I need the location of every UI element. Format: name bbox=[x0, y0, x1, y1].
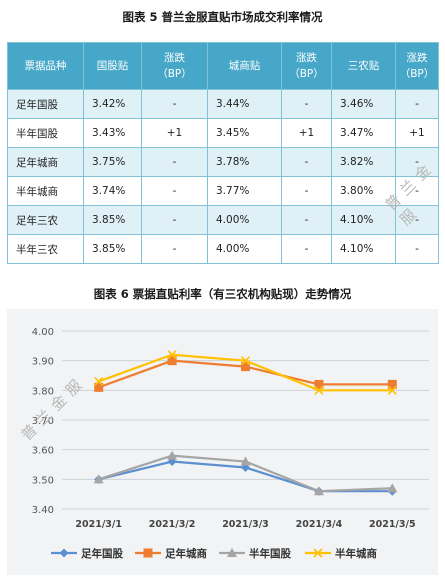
table-cell: 3.77% bbox=[207, 176, 282, 206]
table-cell: +1 bbox=[395, 118, 439, 148]
data-point bbox=[387, 385, 397, 395]
table-header-cell: 三农贴 bbox=[331, 42, 396, 90]
table-cell: - bbox=[141, 176, 208, 206]
y-tick-label: 4.00 bbox=[32, 327, 54, 338]
y-tick-label: 3.50 bbox=[32, 475, 54, 486]
row-label: 足年城商 bbox=[7, 147, 84, 177]
table-row: 足年国股 3.42% -3.44% -3.46% - bbox=[7, 89, 439, 119]
table-row: 半年国股 3.43% +1 3.45% +1 3.47% +1 bbox=[7, 118, 439, 148]
table-header-cell: 城商贴 bbox=[207, 42, 282, 90]
y-tick-label: 3.90 bbox=[32, 357, 54, 368]
row-label: 半年国股 bbox=[7, 118, 84, 148]
x-tick-label: 2021/3/3 bbox=[222, 519, 269, 530]
table-cell: 3.78% bbox=[207, 147, 282, 177]
table-cell: - bbox=[395, 89, 439, 119]
x-tick-label: 2021/3/2 bbox=[149, 519, 196, 530]
x-tick-label: 2021/3/5 bbox=[369, 519, 416, 530]
row-label: 足年国股 bbox=[7, 89, 84, 119]
legend-label: 足年国股 bbox=[81, 547, 123, 560]
table-cell: 3.85% bbox=[83, 205, 142, 235]
table-cell: 3.46% bbox=[331, 89, 396, 119]
data-point bbox=[314, 379, 324, 389]
table-header-cell: 涨跌 （BP） bbox=[141, 42, 208, 90]
table-cell: +1 bbox=[281, 118, 332, 148]
table-row: 足年三农 3.85% -4.00% -4.10% - bbox=[7, 205, 439, 235]
data-point bbox=[167, 350, 177, 360]
table-cell: - bbox=[141, 89, 208, 119]
table-cell: 3.75% bbox=[83, 147, 142, 177]
row-label: 半年三农 bbox=[7, 234, 84, 264]
y-tick-label: 3.40 bbox=[32, 505, 54, 516]
table-row: 半年城商 3.74% -3.77% -3.80% - bbox=[7, 176, 439, 206]
table-cell: - bbox=[281, 176, 332, 206]
data-point bbox=[314, 385, 324, 395]
legend-marker bbox=[143, 548, 153, 558]
table-cell: - bbox=[281, 234, 332, 264]
table-cell: 3.82% bbox=[331, 147, 396, 177]
table-cell: 3.45% bbox=[207, 118, 282, 148]
table-cell: +1 bbox=[141, 118, 208, 148]
table-header-cell: 涨跌 （BP） bbox=[395, 42, 439, 90]
data-point bbox=[387, 379, 397, 389]
table-cell: - bbox=[141, 147, 208, 177]
x-tick-label: 2021/3/1 bbox=[75, 519, 122, 530]
table-cell: 3.74% bbox=[83, 176, 142, 206]
legend-label: 足年城商 bbox=[165, 547, 207, 560]
table-cell: 4.10% bbox=[331, 205, 396, 235]
row-label: 足年三农 bbox=[7, 205, 84, 235]
table-cell: 3.44% bbox=[207, 89, 282, 119]
table-cell: - bbox=[141, 205, 208, 235]
table-header-row: 票据品种 国股贴 涨跌 （BP） 城商贴 涨跌 （BP） 三农贴 涨跌 （BP） bbox=[7, 42, 439, 90]
table-body: 足年国股 3.42% -3.44% -3.46% - 半年国股 3.43% +1 3.45% +1… bbox=[7, 89, 439, 264]
table-cell: 4.00% bbox=[207, 234, 282, 264]
data-point bbox=[94, 376, 104, 386]
table-cell: 3.85% bbox=[83, 234, 142, 264]
table-cell: - bbox=[395, 205, 439, 235]
table-cell: 3.43% bbox=[83, 118, 142, 148]
table-cell: - bbox=[395, 147, 439, 177]
table-cell: 3.47% bbox=[331, 118, 396, 148]
legend-marker bbox=[227, 548, 237, 557]
table-header-cell: 涨跌 （BP） bbox=[281, 42, 332, 90]
table-caption: 图表 5 普兰金服直贴市场成交利率情况 bbox=[122, 10, 323, 24]
table-row: 足年城商 3.75% -3.78% -3.82% - bbox=[7, 147, 439, 177]
data-point bbox=[94, 382, 104, 392]
data-point bbox=[241, 362, 250, 372]
table-cell: - bbox=[141, 234, 208, 264]
data-point bbox=[167, 450, 178, 460]
rate-table: 票据品种 国股贴 涨跌 （BP） 城商贴 涨跌 （BP） 三农贴 涨跌 （BP） 足年国股 3.42… bbox=[7, 42, 439, 264]
table-cell: - bbox=[281, 205, 332, 235]
chart-caption: 图表 6 票据直贴利率（有三农机构贴现）走势情况 bbox=[93, 287, 352, 301]
y-tick-label: 3.60 bbox=[32, 446, 54, 457]
y-tick-label: 3.80 bbox=[32, 386, 54, 397]
table-cell: - bbox=[281, 89, 332, 119]
legend-label: 半年国股 bbox=[249, 547, 291, 560]
data-point bbox=[167, 457, 177, 467]
table-header-cell: 票据品种 bbox=[7, 42, 84, 90]
data-point bbox=[167, 356, 177, 366]
row-label: 半年城商 bbox=[7, 176, 84, 206]
x-tick-label: 2021/3/4 bbox=[296, 519, 343, 530]
table-cell: 4.10% bbox=[331, 234, 396, 264]
data-point bbox=[387, 483, 398, 493]
line-chart: 3.40 3.50 3.60 3.70 3.80 3.90 4.00 2021/3/1 2021… bbox=[32, 327, 429, 560]
y-tick-label: 3.70 bbox=[32, 416, 54, 427]
table-cell: 3.42% bbox=[83, 89, 142, 119]
data-point bbox=[313, 486, 324, 496]
chart-panel: 3.40 3.50 3.60 3.70 3.80 3.90 4.00 2021/3/1 2021… bbox=[7, 309, 438, 575]
legend-marker bbox=[59, 548, 69, 558]
table-header-cell: 国股贴 bbox=[83, 42, 142, 90]
table-cell: - bbox=[395, 176, 439, 206]
data-point bbox=[93, 474, 104, 484]
legend-label: 半年城商 bbox=[335, 547, 377, 560]
legend-marker bbox=[313, 548, 323, 558]
table-cell: 4.00% bbox=[207, 205, 282, 235]
table-cell: - bbox=[395, 234, 439, 264]
data-point bbox=[240, 456, 251, 466]
table-cell: - bbox=[281, 147, 332, 177]
table-row: 半年三农 3.85% -4.00% -4.10% - bbox=[7, 234, 439, 264]
data-point bbox=[240, 356, 251, 366]
